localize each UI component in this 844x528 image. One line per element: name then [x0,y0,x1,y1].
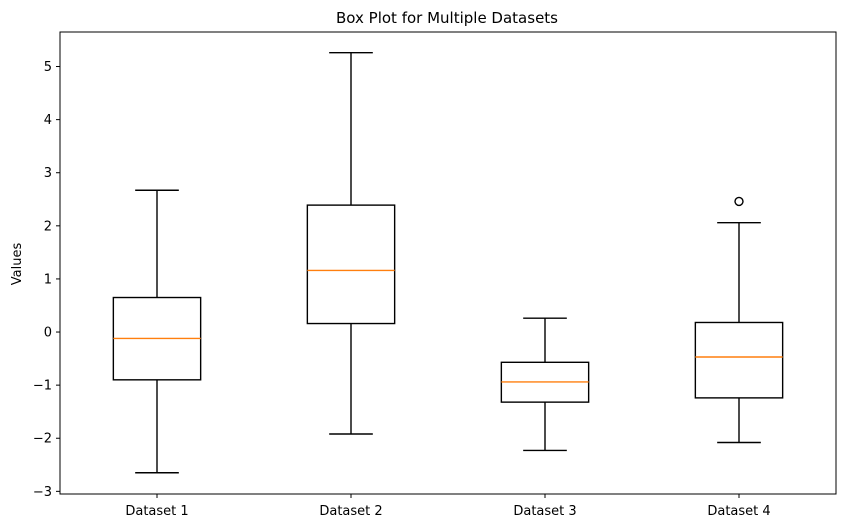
x-tick-label: Dataset 3 [513,504,576,519]
chart-title: Box Plot for Multiple Datasets [336,9,558,27]
x-tick-label: Dataset 2 [319,504,382,519]
y-axis-label: Values [10,243,25,286]
y-tick-label: 1 [44,272,52,287]
y-tick-label: 5 [44,60,52,75]
axes-frame [59,31,837,495]
y-tick-label: 4 [44,113,52,128]
x-tick-label: Dataset 1 [125,504,188,519]
y-tick-label: 2 [44,219,52,234]
x-tick-label: Dataset 4 [707,504,770,519]
y-tick-label: 3 [44,166,52,181]
y-tick-label: −3 [33,485,52,500]
y-tick-label: −1 [33,379,52,394]
y-tick-label: −2 [33,432,52,447]
y-tick-label: 0 [44,326,52,341]
box [306,204,396,325]
outlier-point [734,196,744,207]
box [694,321,784,399]
plot-area: −3 −2 −1 0 1 2 3 4 5 Dataset 1 Dataset 2 Dataset 3 D… [33,52,784,519]
